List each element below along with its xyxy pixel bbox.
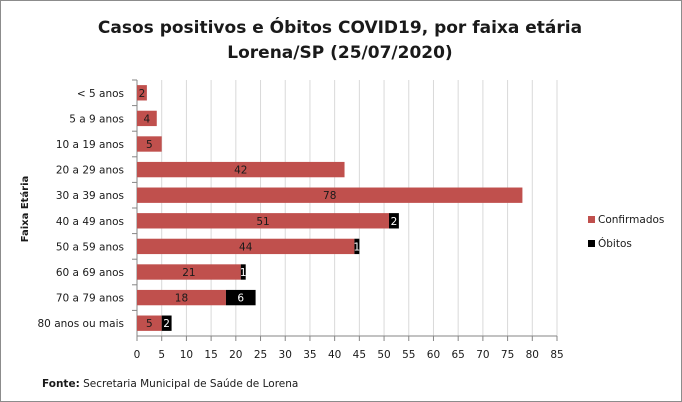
data-label: 1	[240, 267, 247, 279]
source-note: Fonte: Secretaria Municipal de Saúde de …	[42, 378, 298, 390]
legend-swatch-confirmados	[588, 216, 595, 223]
bar-confirmados	[137, 136, 162, 152]
legend-label-confirmados: Confirmados	[598, 214, 664, 226]
x-tick-label: 25	[254, 349, 267, 361]
category-label: 70 a 79 anos	[56, 293, 124, 305]
data-label: 5	[146, 139, 153, 151]
chart-title-line-1: Casos positivos e Óbitos COVID19, por fa…	[98, 16, 582, 38]
category-label: 30 a 39 anos	[56, 190, 124, 202]
data-label: 42	[234, 165, 247, 177]
data-label: 18	[175, 293, 188, 305]
x-tick-label: 45	[353, 349, 366, 361]
x-tick-label: 65	[451, 349, 464, 361]
data-label: 1	[354, 241, 361, 253]
data-label: 6	[237, 293, 244, 305]
data-label: 21	[182, 267, 195, 279]
legend-label-obitos: Óbitos	[598, 237, 632, 250]
bar-obitos	[240, 264, 246, 280]
data-label: 4	[144, 113, 151, 125]
bar-confirmados	[137, 85, 147, 101]
x-tick-label: 85	[550, 349, 563, 361]
y-axis-label: Faixa Etária	[19, 176, 31, 243]
category-label: 40 a 49 anos	[56, 216, 124, 228]
x-tick-label: 30	[279, 349, 292, 361]
category-label: 50 a 59 anos	[56, 241, 124, 253]
data-label: 44	[239, 241, 253, 253]
x-tick-labels: 0 5 10 15 20 25 30 35 40 45 50 55 60 65 70 75 80 85	[134, 349, 564, 361]
x-tick-label: 15	[204, 349, 217, 361]
bar-confirmados	[137, 238, 355, 255]
bar-confirmados	[137, 213, 389, 229]
data-label: 78	[323, 190, 336, 202]
bar-confirmados	[137, 289, 226, 306]
bar-confirmados	[137, 110, 157, 127]
x-tick-label: 35	[303, 349, 316, 361]
legend-swatch-obitos	[588, 240, 595, 247]
category-label: 60 a 69 anos	[56, 267, 124, 279]
x-tick-label: 5	[158, 349, 165, 361]
bar-obitos	[354, 238, 360, 255]
x-tick-label: 75	[501, 349, 514, 361]
category-label: 5 a 9 anos	[69, 113, 124, 125]
bar-confirmados	[137, 315, 162, 331]
x-tick-label: 10	[180, 349, 193, 361]
x-tick-label: 55	[402, 349, 415, 361]
bar-obitos	[389, 213, 399, 229]
x-tick-label: 20	[229, 349, 242, 361]
bar-confirmados	[137, 187, 523, 203]
x-tick-label: 0	[134, 349, 141, 361]
data-label: 5	[146, 318, 153, 330]
source-text: Secretaria Municipal de Saúde de Lorena	[83, 378, 298, 390]
source-label: Fonte:	[42, 378, 80, 390]
data-label: 2	[139, 88, 146, 100]
data-label: 51	[256, 216, 269, 228]
chart-title-line-2: Lorena/SP (25/07/2020)	[227, 43, 452, 63]
x-tick-label: 70	[476, 349, 489, 361]
category-label: 10 a 19 anos	[56, 139, 124, 151]
category-label: 20 a 29 anos	[56, 165, 124, 177]
category-label: < 5 anos	[77, 88, 124, 100]
bars	[137, 85, 523, 331]
bar-obitos	[225, 289, 256, 306]
x-tick-label: 60	[427, 349, 440, 361]
x-tick-label: 50	[377, 349, 390, 361]
data-label: 2	[391, 216, 398, 228]
data-label: 2	[163, 318, 170, 330]
bar-obitos	[161, 315, 172, 331]
bar-confirmados	[137, 264, 241, 280]
x-tick-label: 80	[526, 349, 539, 361]
x-tick-label: 40	[328, 349, 341, 361]
legend: Confirmados Óbitos	[588, 214, 664, 250]
bar-confirmados	[137, 161, 345, 178]
category-labels: < 5 anos 5 a 9 anos 10 a 19 anos 20 a 29 an…	[38, 79, 137, 330]
category-label: 80 anos ou mais	[38, 318, 125, 330]
